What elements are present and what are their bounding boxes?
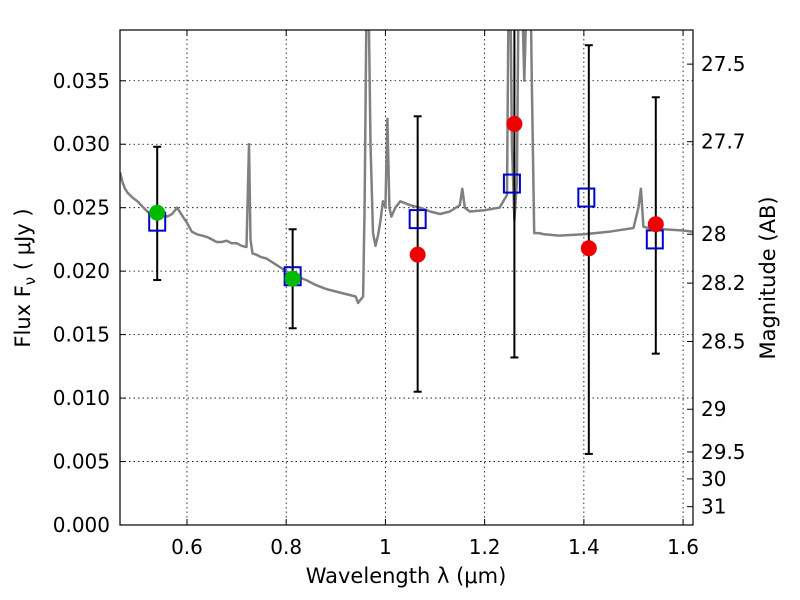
y2-tick-label: 31	[701, 495, 726, 519]
y-tick-label: 0.035	[53, 69, 110, 93]
y-axis-label-units: ( μJy )	[11, 208, 35, 276]
y2-axis-label: Magnitude (AB)	[756, 196, 780, 359]
grid	[120, 30, 693, 525]
plot-frame	[119, 29, 694, 526]
y2-tick-label: 28	[701, 222, 726, 246]
flux-point	[506, 115, 523, 132]
y2-tick-label: 29	[701, 397, 726, 421]
y-tick-label: 0.030	[53, 132, 110, 156]
flux-point	[580, 240, 597, 257]
y-axis-label-main: Flux F	[11, 285, 35, 347]
y-tick-label: 0.015	[53, 323, 110, 347]
y-tick-label: 0.010	[53, 386, 110, 410]
y-axis-label: Flux Fν ( μJy )	[11, 208, 39, 347]
x-tick-label: 1.2	[469, 535, 501, 559]
flux-point	[149, 204, 166, 221]
x-tick-label: 1	[379, 535, 392, 559]
y2-tick-label: 28.5	[701, 330, 746, 354]
y-tick-label: 0.000	[53, 513, 110, 537]
y2-tick-label: 29.5	[701, 440, 746, 464]
y2-tick-label: 30	[701, 467, 726, 491]
square-marker	[502, 173, 521, 194]
square-marker-layer	[148, 173, 664, 287]
spectrum-line	[120, 30, 693, 305]
x-tick-label: 0.6	[171, 535, 203, 559]
x-axis-label: Wavelength λ (μm)	[306, 564, 507, 588]
flux-point	[647, 216, 664, 233]
spectrum-layer	[120, 30, 693, 305]
x-tick-label: 1.4	[568, 535, 600, 559]
y-tick-label: 0.025	[53, 196, 110, 220]
x-tick-label: 0.8	[270, 535, 302, 559]
x-tick-label: 1.6	[667, 535, 699, 559]
dot-marker-layer	[149, 115, 664, 287]
y2-tick-label: 27.5	[701, 52, 746, 76]
y-tick-label: 0.020	[53, 259, 110, 283]
y-tick-label: 0.005	[53, 450, 110, 474]
flux-point	[409, 246, 426, 263]
tick-layer: 0.6 0.8 1 1.2 1.4 1.6 0.000 0.005 0.010 0.015 0.02…	[53, 30, 746, 559]
y2-tick-label: 27.7	[701, 130, 746, 154]
flux-point	[284, 270, 301, 287]
y2-tick-label: 28.2	[701, 271, 746, 295]
square-marker	[408, 209, 427, 230]
y-axis-label-subscript: ν	[21, 277, 39, 285]
square-marker	[577, 187, 596, 208]
